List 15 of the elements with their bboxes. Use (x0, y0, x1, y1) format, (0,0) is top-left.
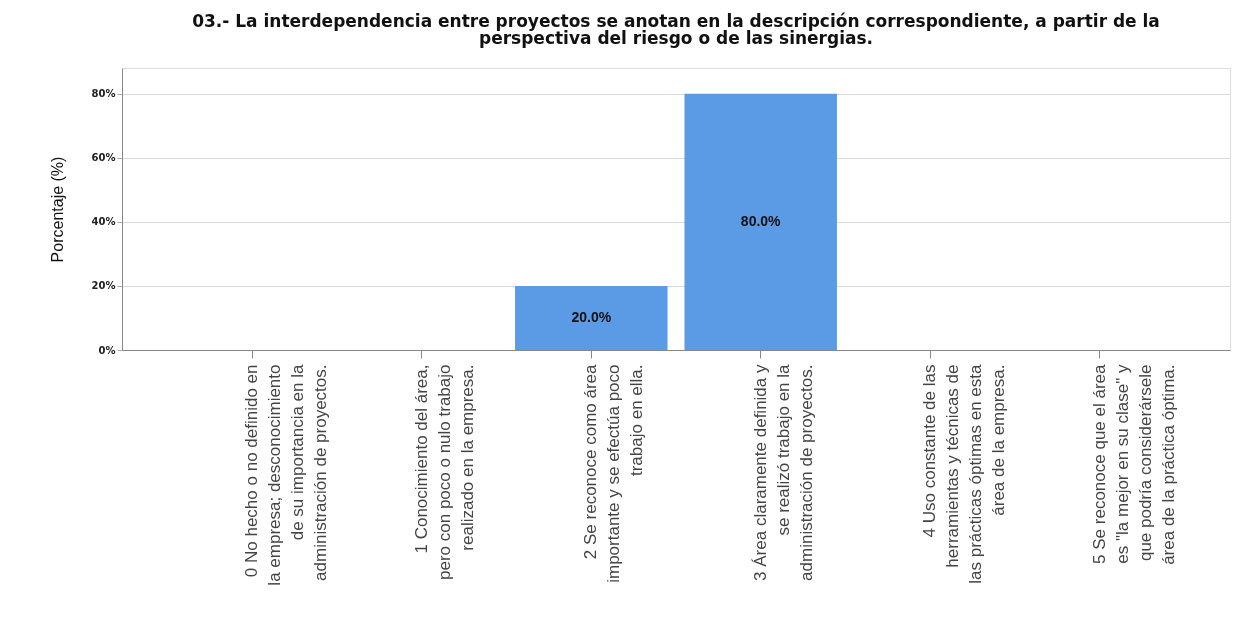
x-tick-label: 4 Uso constante de las herramientas y técnicas de las prácticas óptimas en esta área de la empresa. (920, 363, 1009, 584)
y-tick-label: 60% (91, 152, 116, 164)
x-tick-label: 2 Se reconoce como área importante y se efectúa poco trabajo en ella. (581, 363, 647, 583)
y-tick-label: 0% (98, 344, 116, 356)
chart-title: 03.- La interdependencia entre proyectos se anotan en la descripción correspondiente, a partir de la perspectiva del riesgo o de las sinergias. (192, 11, 1160, 48)
y-tick-label: 40% (91, 216, 116, 228)
y-axis-title: Porcentaje (%) (48, 156, 66, 263)
data-label: 80.0% (740, 212, 782, 229)
x-tick-label: 3 Área claramente definida y se realizó trabajo en la administración de proyectos. (750, 363, 816, 581)
y-tick-label: 80% (91, 88, 116, 100)
x-tick-label: 0 No hecho o no definido en la empresa; desconocimiento de su importancia en la administración de proyectos. (242, 363, 331, 586)
x-tick-label: 5 Se reconoce que el área es "la mejor en su clase" y que podría considerársele área de la práctica óptima. (1089, 363, 1178, 565)
data-label: 20.0% (571, 308, 612, 325)
x-tick-label: 1 Conocimiento del área, pero con poco o nulo trabajo realizado en la empresa. (411, 364, 477, 580)
y-tick-label: 20% (91, 280, 116, 292)
